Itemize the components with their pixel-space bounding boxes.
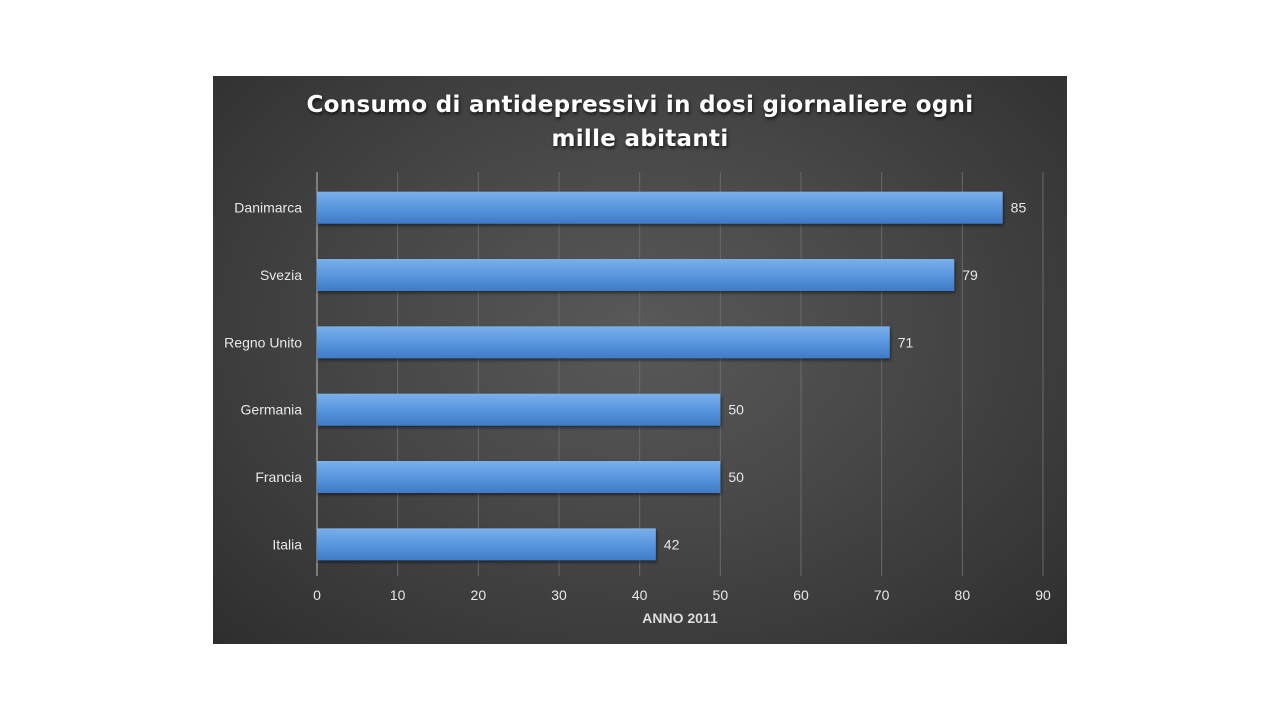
x-tick-label: 40 bbox=[632, 587, 648, 603]
bar-danimarca bbox=[317, 191, 1003, 224]
x-tick-label: 10 bbox=[390, 587, 406, 603]
chart-title-line-1: Consumo di antidepressivi in dosi giorna… bbox=[306, 92, 974, 118]
data-label: 50 bbox=[728, 469, 744, 485]
bar-francia bbox=[317, 461, 721, 493]
x-tick-label: 90 bbox=[1035, 587, 1051, 603]
bar-italia bbox=[317, 528, 656, 561]
x-tick-label: 50 bbox=[713, 587, 729, 603]
labels: 0 10 20 30 40 50 60 70 80 90 Danimarca 85 Svezia 79 Re… bbox=[224, 200, 1051, 626]
category-label: Danimarca bbox=[234, 200, 302, 216]
chart-panel: Consumo di antidepressivi in dosi giorna… bbox=[213, 76, 1067, 644]
category-label: Germania bbox=[241, 402, 303, 418]
x-tick-label: 30 bbox=[551, 587, 567, 603]
x-tick-label: 0 bbox=[313, 587, 321, 603]
chart-title-line-2: mille abitanti bbox=[551, 126, 729, 152]
category-label: Italia bbox=[272, 536, 302, 552]
x-tick-label: 70 bbox=[874, 587, 890, 603]
x-tick-label: 20 bbox=[471, 587, 487, 603]
category-label: Francia bbox=[255, 469, 302, 485]
category-label: Regno Unito bbox=[224, 334, 302, 350]
bar-chart: 0 10 20 30 40 50 60 70 80 90 Danimarca 85 Svezia 79 Re… bbox=[224, 172, 1051, 626]
bar-regno-unito bbox=[317, 326, 890, 359]
x-axis-title: ANNO 2011 bbox=[642, 610, 718, 626]
gridlines bbox=[316, 172, 1044, 576]
category-label: Svezia bbox=[260, 267, 302, 283]
bars bbox=[317, 191, 1003, 561]
bar-germania bbox=[317, 393, 721, 426]
x-tick-label: 60 bbox=[793, 587, 809, 603]
bar-svezia bbox=[317, 259, 955, 291]
chart-title: Consumo di antidepressivi in dosi giorna… bbox=[213, 88, 1067, 156]
data-label: 85 bbox=[1011, 200, 1027, 216]
data-label: 50 bbox=[728, 402, 744, 418]
data-label: 71 bbox=[898, 334, 914, 350]
data-label: 79 bbox=[962, 267, 978, 283]
x-tick-label: 80 bbox=[955, 587, 971, 603]
data-label: 42 bbox=[664, 536, 680, 552]
